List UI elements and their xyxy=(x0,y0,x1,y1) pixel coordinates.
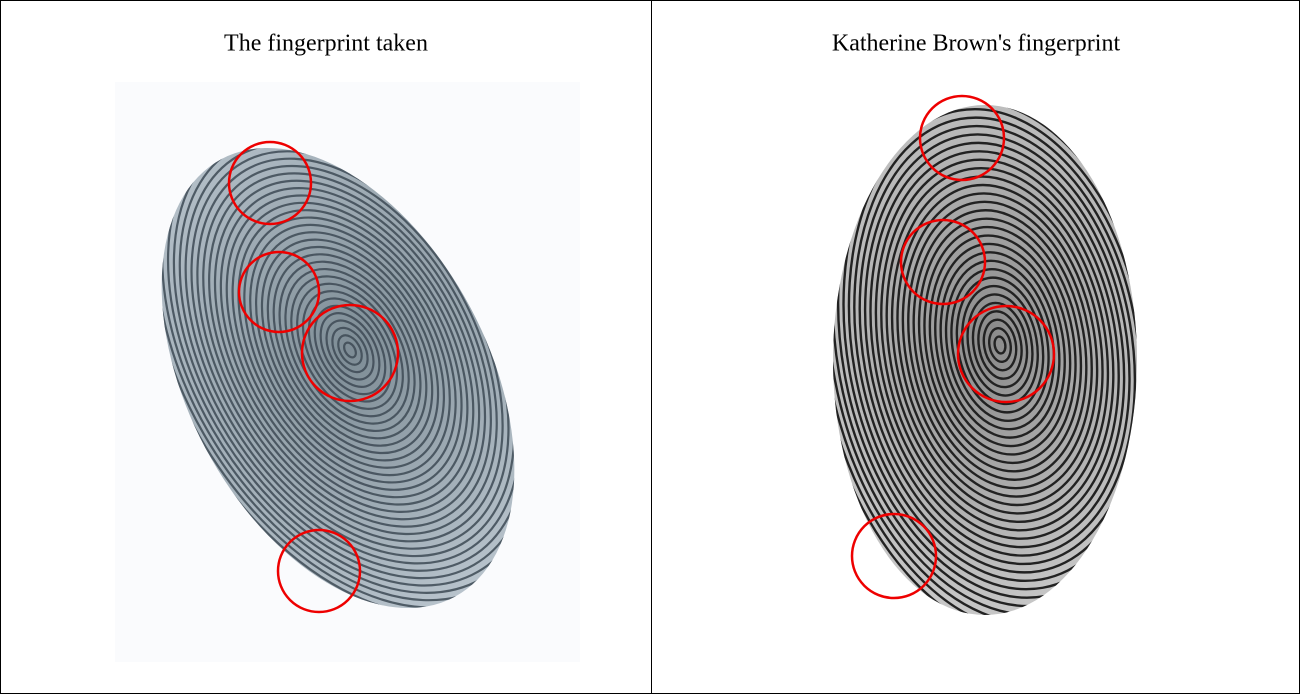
cell-title: The fingerprint taken xyxy=(224,31,428,57)
cell-title: Katherine Brown's fingerprint xyxy=(832,31,1121,57)
page: The fingerprint taken Katherine Brown's … xyxy=(0,0,1301,695)
fingerprint-image xyxy=(733,0,1266,695)
document-table: The fingerprint taken Katherine Brown's … xyxy=(0,0,1301,695)
